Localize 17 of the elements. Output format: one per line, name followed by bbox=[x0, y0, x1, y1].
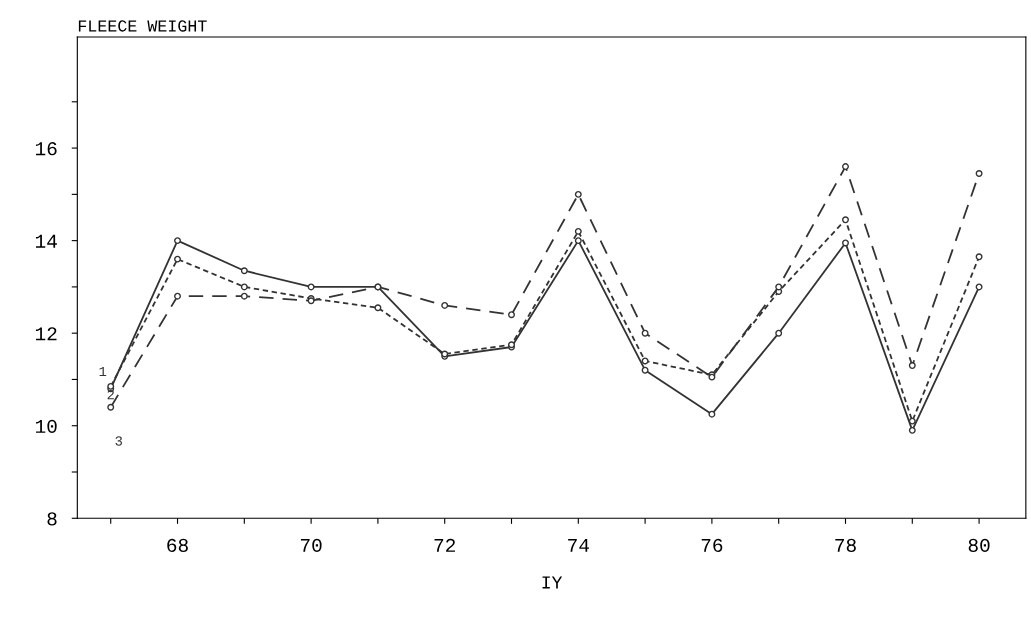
y-tick-label: 8 bbox=[47, 512, 57, 526]
x-tick-label: 70 bbox=[300, 538, 322, 553]
series-label: 2 bbox=[107, 389, 114, 400]
y-tick-label: 16 bbox=[35, 142, 57, 156]
series-label: 3 bbox=[115, 436, 123, 446]
y-tick-label: 14 bbox=[35, 234, 57, 248]
series-label: 1 bbox=[99, 366, 107, 377]
x-tick-label: 72 bbox=[434, 538, 455, 552]
y-tick-label: 12 bbox=[35, 327, 57, 341]
x-tick-label: 68 bbox=[167, 538, 188, 553]
x-tick-label: 76 bbox=[701, 538, 723, 553]
y-tick-label: 10 bbox=[35, 419, 57, 433]
x-tick-label: 74 bbox=[568, 539, 589, 552]
x-axis-title: IY bbox=[542, 576, 563, 589]
chart-title: FLEECE WEIGHT bbox=[78, 20, 207, 32]
x-tick-label: 80 bbox=[968, 538, 990, 553]
x-tick-label: 78 bbox=[835, 538, 856, 553]
